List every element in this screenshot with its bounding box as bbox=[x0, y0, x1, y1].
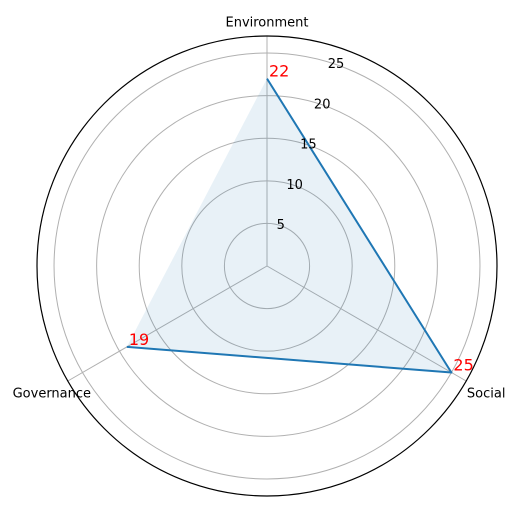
category-label-governance: Governance bbox=[13, 387, 91, 402]
radial-tick-label: 25 bbox=[328, 57, 345, 72]
radial-tick-label: 5 bbox=[277, 218, 285, 233]
radial-tick-label: 20 bbox=[314, 97, 331, 112]
data-label-governance: 19 bbox=[129, 330, 149, 349]
category-label-environment: Environment bbox=[225, 16, 308, 31]
data-label-environment: 22 bbox=[269, 62, 289, 81]
radial-tick-label: 15 bbox=[300, 138, 317, 153]
radial-tick-label: 10 bbox=[286, 178, 303, 193]
category-label-social: Social bbox=[467, 387, 506, 402]
data-label-social: 25 bbox=[453, 355, 473, 374]
